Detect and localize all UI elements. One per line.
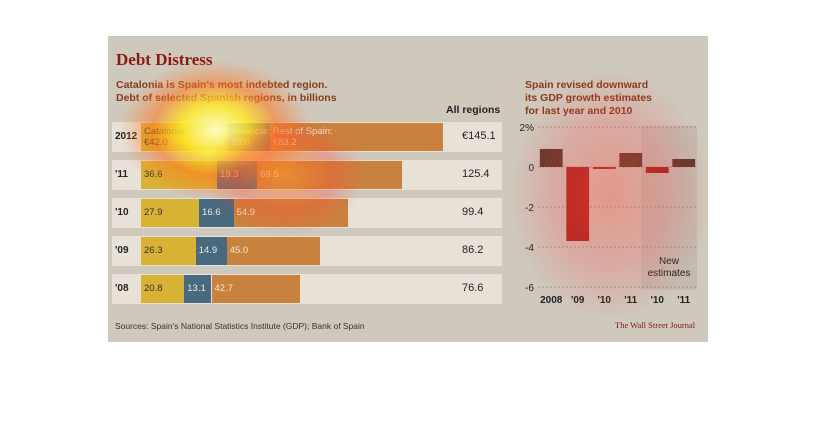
x-tick-label: 2008 [540,295,563,306]
bar-segment-valencia [184,275,212,303]
sources-note: Sources: Spain's National Statistics Ins… [115,321,365,331]
x-tick-label: '09 [571,295,585,306]
segment-label: 20.8 [144,283,163,294]
publisher-credit: The Wall Street Journal [615,320,696,330]
segment-label: 14.9 [198,245,218,256]
y-tick-label: -6 [525,283,534,294]
right-chart-title-text: Spain revised downward its GDP growth es… [525,79,653,117]
gdp-bar [645,167,669,173]
bar-segment-rest-of-spain [226,237,321,265]
gdp-bar [539,149,563,167]
gdp-bar [619,153,643,167]
year-label: '08 [115,283,129,294]
x-tick-label: '10 [597,295,611,306]
total-value: 125.4 [462,168,490,180]
gdp-bar [672,159,696,167]
total-value: €145.1 [462,130,496,142]
y-tick-label: 0 [528,163,534,174]
x-tick-label: '10 [650,295,664,306]
segment-label: 27.9 [144,207,163,218]
segment-label: 13.1 [187,283,206,294]
new-estimates-annotation: New estimates [647,256,691,279]
bar-segment-catalonia [141,199,200,227]
gdp-bar [592,167,616,169]
new-estimates-band [641,126,697,290]
right-chart-title: Spain revised downward its GDP growth es… [525,79,660,118]
y-tick-label: -4 [525,243,534,254]
segment-label: 42.7 [214,283,234,294]
x-tick-label: '11 [677,295,690,306]
year-label: '09 [115,245,129,256]
bar-segment-rest-of-spain [211,275,301,303]
gdp-bar [566,167,590,241]
x-tick-label: '11 [624,295,637,306]
y-tick-label: -2 [525,203,534,214]
total-column-header: All regions [446,104,501,116]
year-label: '10 [115,207,129,218]
total-value: 76.6 [462,282,484,294]
bar-segment-catalonia [141,275,185,303]
segment-label: 45.0 [229,245,249,256]
total-value: 99.4 [462,206,484,218]
bar-segment-catalonia [141,237,196,265]
segment-label: 26.3 [144,245,163,256]
y-tick-label: 2% [520,123,535,134]
bar-segment-valencia [195,237,227,265]
total-value: 86.2 [462,244,484,256]
